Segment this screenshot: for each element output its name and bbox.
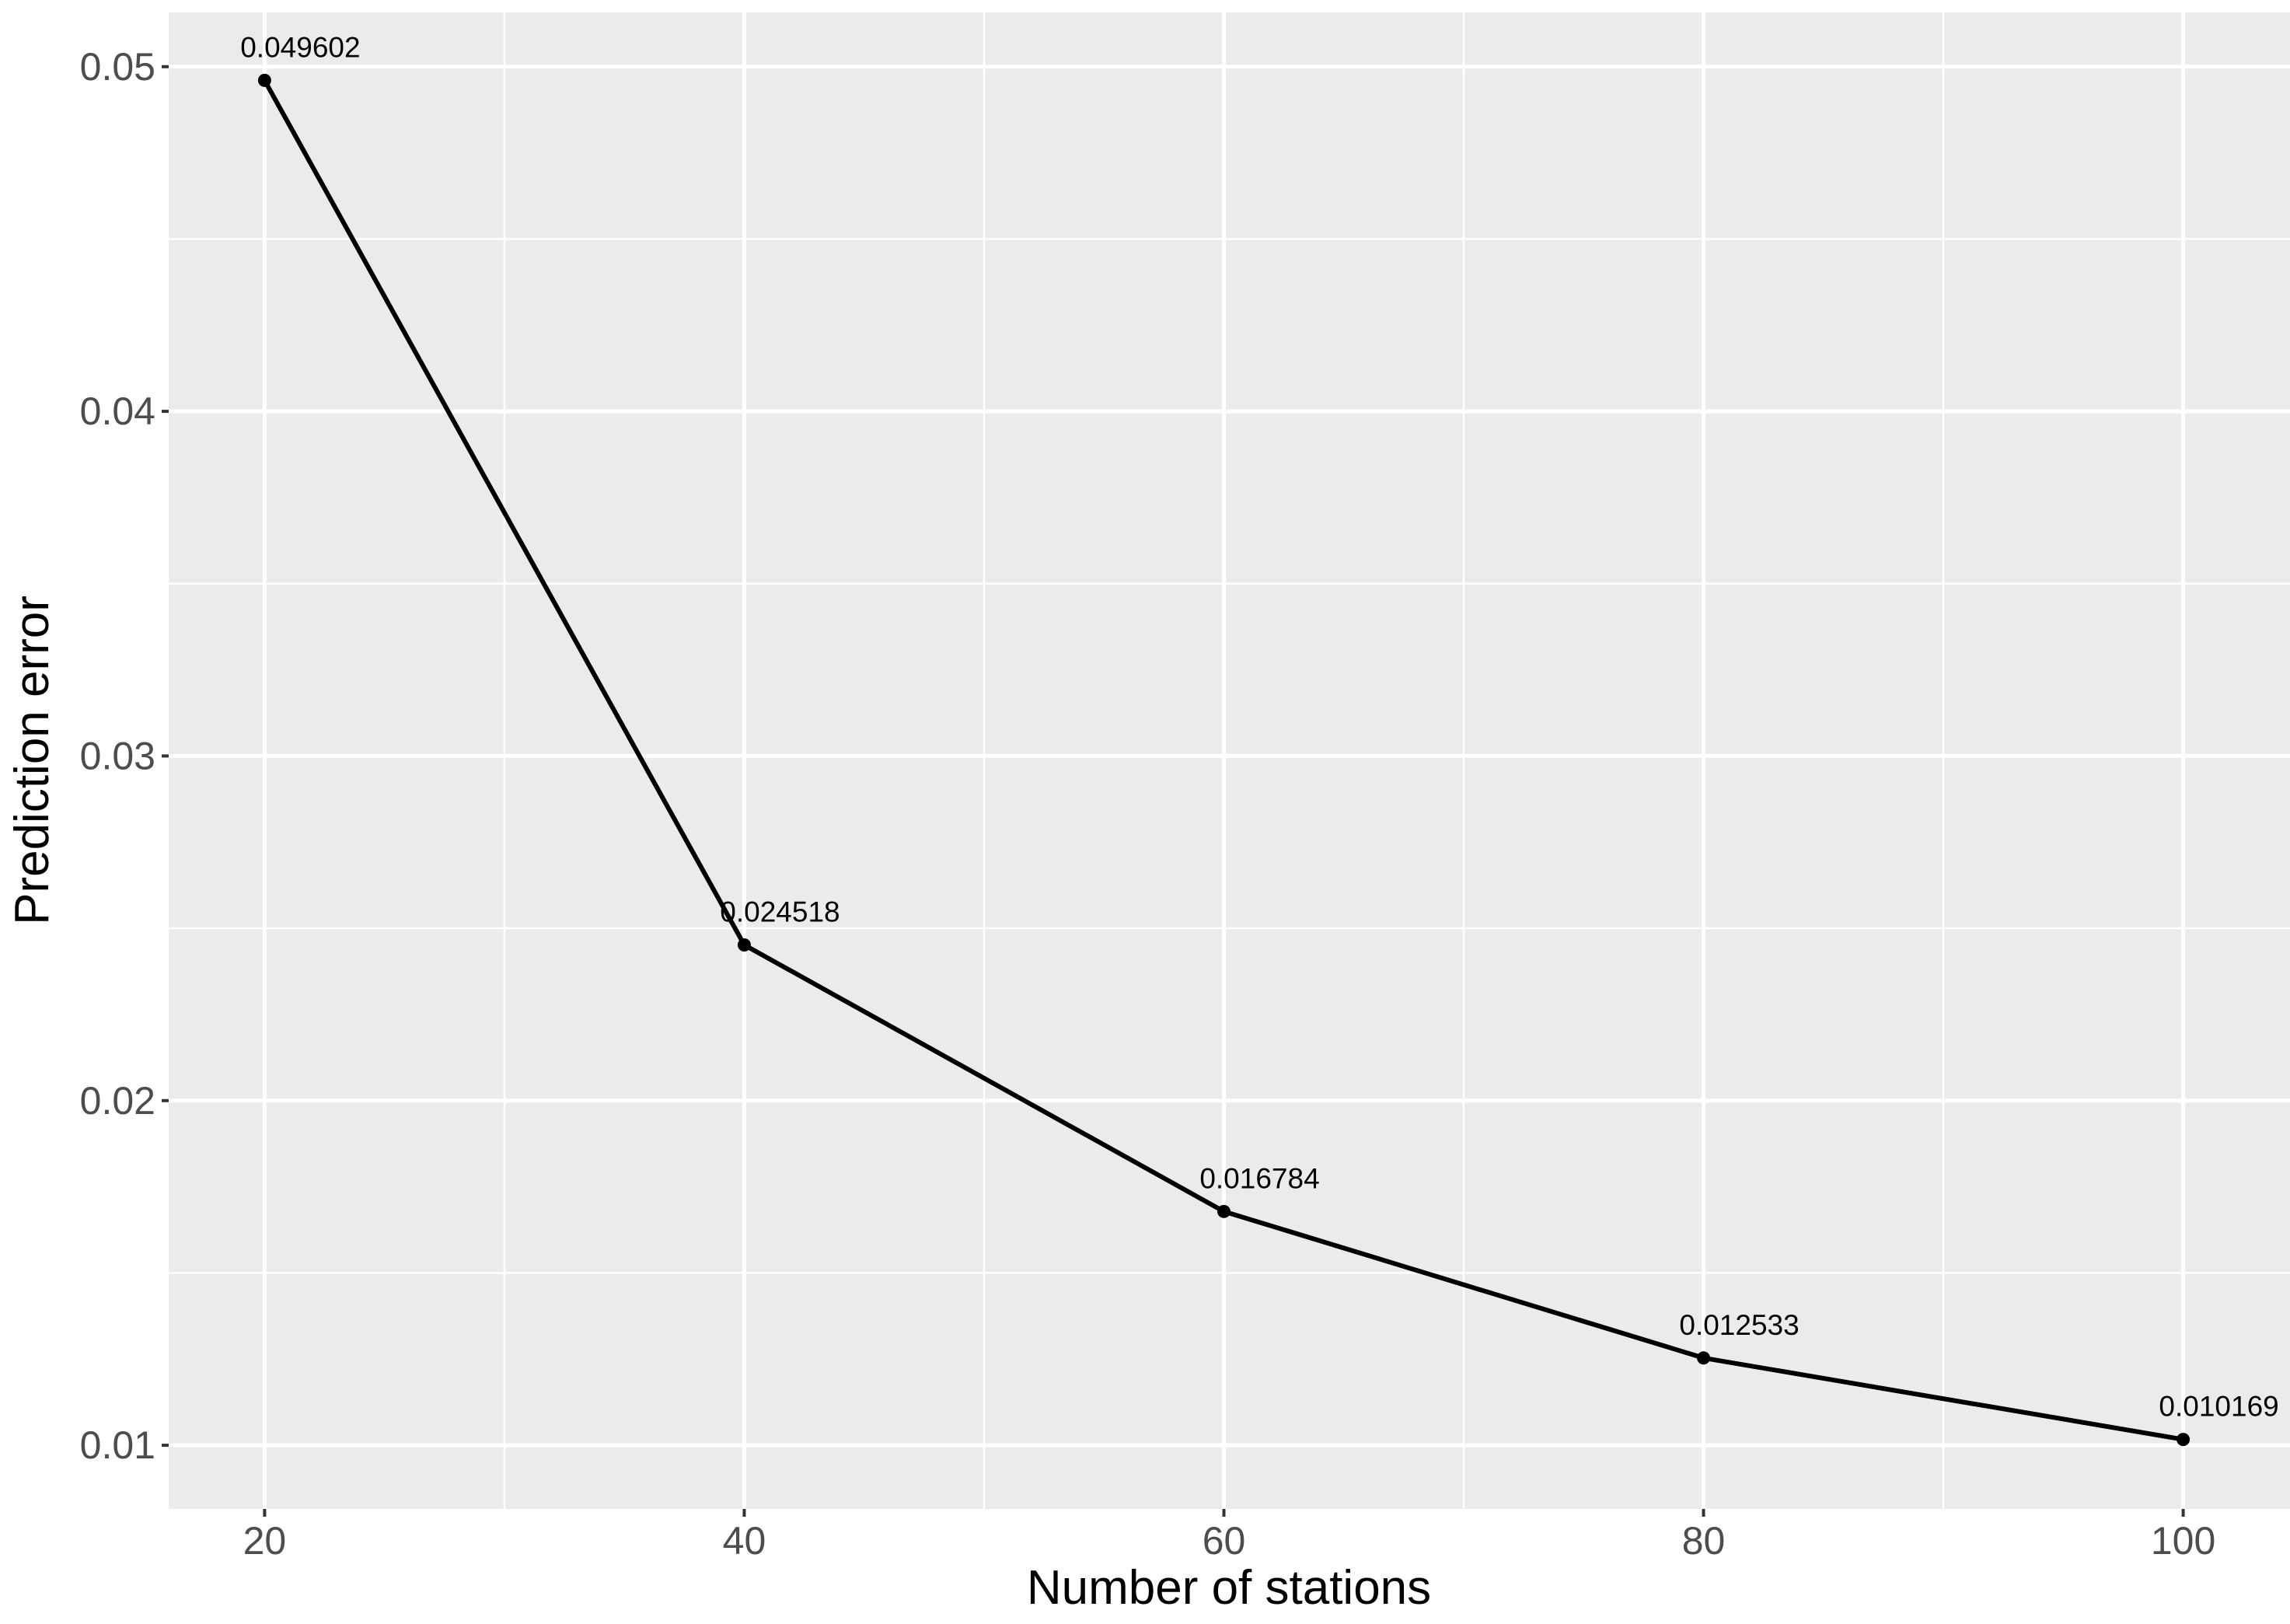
data-point-label: 0.012533 — [1679, 1309, 1799, 1341]
data-point — [737, 938, 751, 952]
series-layer: 0.049602 0.024518 0.016784 0.012533 0.010169 — [240, 31, 2279, 1447]
major-gridlines — [169, 12, 2290, 1509]
y-tick-label: 0.01 — [80, 1423, 155, 1467]
data-point — [1217, 1204, 1231, 1218]
data-point — [2177, 1433, 2191, 1447]
y-tick-label: 0.04 — [80, 389, 155, 433]
x-tick-label: 40 — [723, 1519, 766, 1563]
data-point-label: 0.024518 — [720, 896, 840, 927]
x-tick-label: 60 — [1203, 1519, 1246, 1563]
axis-tick-labels: 20 40 60 80 100 0.01 0.02 0.03 0.04 0.05 — [80, 45, 2216, 1563]
data-point-label: 0.016784 — [1199, 1162, 1319, 1194]
data-point — [1697, 1351, 1711, 1365]
plot-panel-layer — [169, 12, 2290, 1509]
y-tick-label: 0.03 — [80, 734, 155, 777]
x-tick-label: 20 — [243, 1519, 287, 1563]
x-tick-label: 100 — [2151, 1519, 2215, 1563]
y-tick-label: 0.05 — [80, 45, 155, 89]
data-point — [257, 73, 271, 87]
y-tick-label: 0.02 — [80, 1079, 155, 1123]
data-point-label: 0.049602 — [240, 31, 360, 63]
minor-gridlines — [169, 12, 2290, 1509]
axis-ticks — [162, 65, 2185, 1517]
data-point-label: 0.010169 — [2159, 1391, 2278, 1423]
plot-panel — [169, 12, 2290, 1509]
x-axis-title: Number of stations — [1027, 1561, 1431, 1615]
y-axis-title: Prediction error — [5, 595, 59, 925]
x-tick-label: 80 — [1682, 1519, 1726, 1563]
